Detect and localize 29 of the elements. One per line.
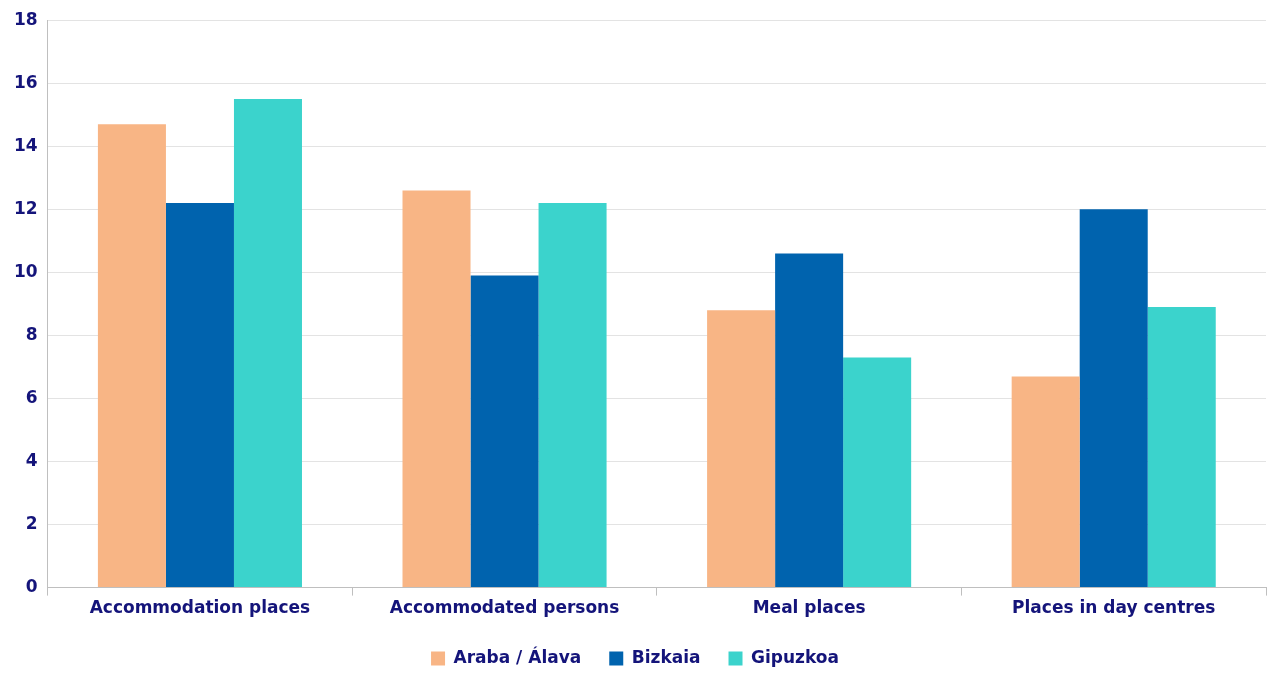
y-tick-label: 6 (25, 386, 38, 407)
bar (470, 275, 539, 588)
x-tick-label: Places in day centres (1012, 597, 1216, 618)
legend-label: Gipuzkoa (751, 646, 839, 667)
y-tick-label: 4 (25, 449, 38, 470)
y-tick-label: 8 (25, 323, 38, 344)
x-tick-label: Accommodated persons (389, 597, 620, 618)
y-tick-label: 18 (13, 8, 38, 29)
x-tick-label: Accommodation places (89, 597, 311, 618)
bar (97, 124, 166, 588)
bar (1079, 209, 1148, 588)
bar (538, 203, 607, 588)
bar (843, 357, 912, 588)
y-tick-label: 10 (13, 260, 38, 281)
bar (1011, 376, 1080, 588)
y-tick-label: 2 (25, 512, 38, 533)
y-tick-label: 16 (13, 71, 38, 92)
bar (1147, 307, 1216, 588)
bar (402, 190, 471, 588)
y-tick-label: 12 (13, 197, 38, 218)
bar (707, 310, 776, 588)
bar (775, 253, 844, 588)
y-tick-label: 0 (25, 576, 38, 597)
legend-label: Araba / Álava (453, 645, 582, 667)
y-tick-label: 14 (13, 134, 38, 155)
x-tick-label: Meal places (752, 597, 866, 618)
bar (233, 99, 302, 588)
bar (165, 203, 234, 588)
legend-label: Bizkaia (631, 646, 701, 667)
